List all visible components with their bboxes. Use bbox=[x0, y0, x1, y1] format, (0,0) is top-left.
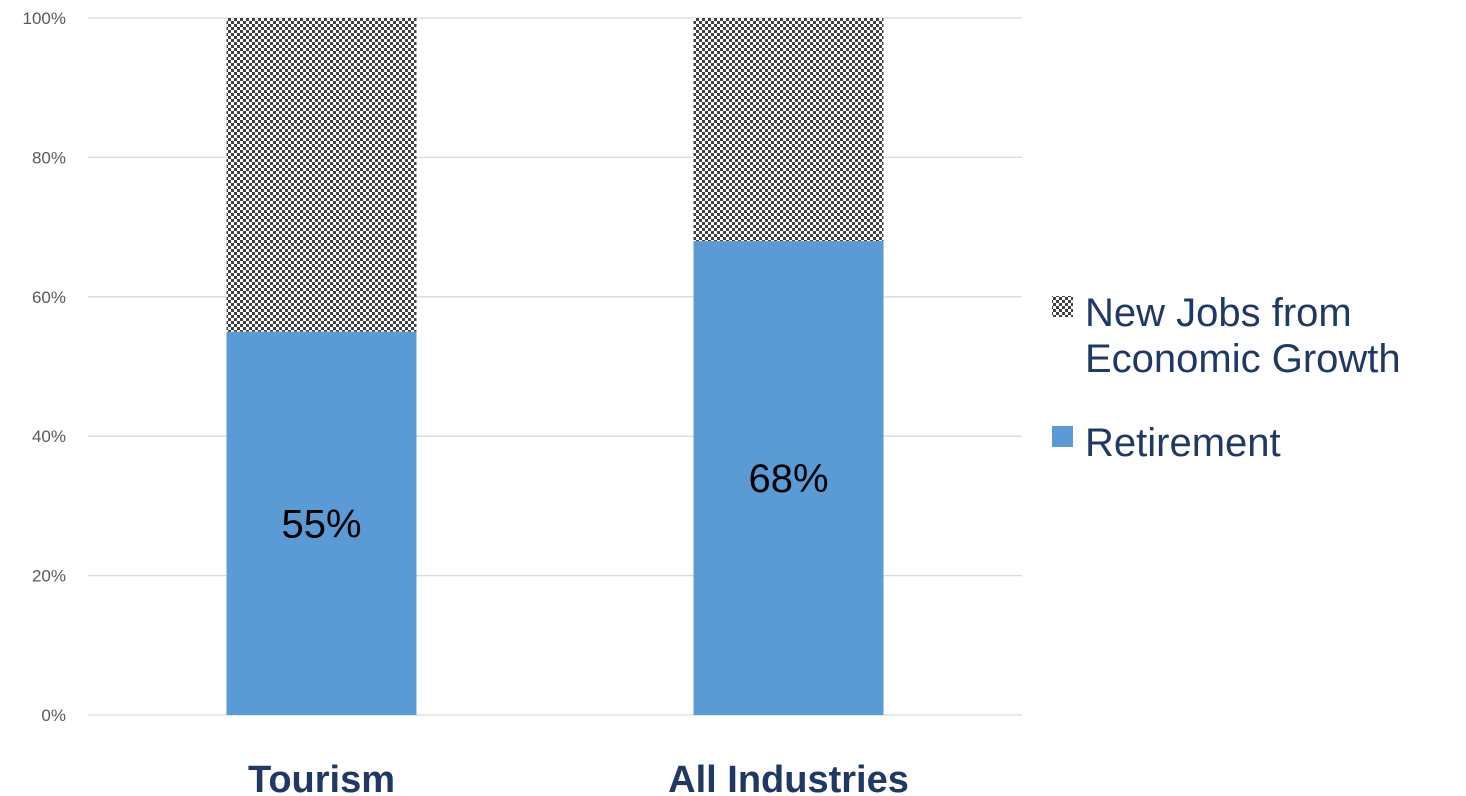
x-category-label: Tourism bbox=[248, 759, 395, 796]
x-axis: Tourism All Industries bbox=[248, 759, 909, 796]
legend-label: New Jobs from Economic Growth bbox=[1085, 291, 1401, 381]
legend-swatch bbox=[1052, 296, 1073, 317]
bar-new-jobs-all-industries bbox=[693, 18, 884, 242]
y-tick-label: 40% bbox=[32, 427, 66, 446]
bar-retirement-all-industries bbox=[693, 241, 884, 716]
y-tick-label: 20% bbox=[32, 567, 66, 586]
y-tick-label: 0% bbox=[41, 706, 66, 725]
data-label: 55% bbox=[281, 502, 361, 546]
y-axis: 0% 20% 40% 60% 80% 100% bbox=[23, 9, 66, 725]
x-category-label: All Industries bbox=[668, 759, 909, 796]
bar-new-jobs-tourism bbox=[226, 18, 417, 332]
legend: New Jobs from Economic Growth Retirement bbox=[1052, 291, 1401, 465]
y-tick-label: 100% bbox=[23, 9, 66, 28]
y-tick-label: 80% bbox=[32, 148, 66, 167]
bars bbox=[226, 18, 884, 716]
data-labels: 55% 68% bbox=[281, 457, 828, 546]
data-label: 68% bbox=[748, 457, 828, 501]
legend-swatch bbox=[1052, 426, 1073, 447]
legend-label: Retirement bbox=[1085, 421, 1281, 465]
y-tick-label: 60% bbox=[32, 288, 66, 307]
bar-retirement-tourism bbox=[226, 331, 417, 715]
